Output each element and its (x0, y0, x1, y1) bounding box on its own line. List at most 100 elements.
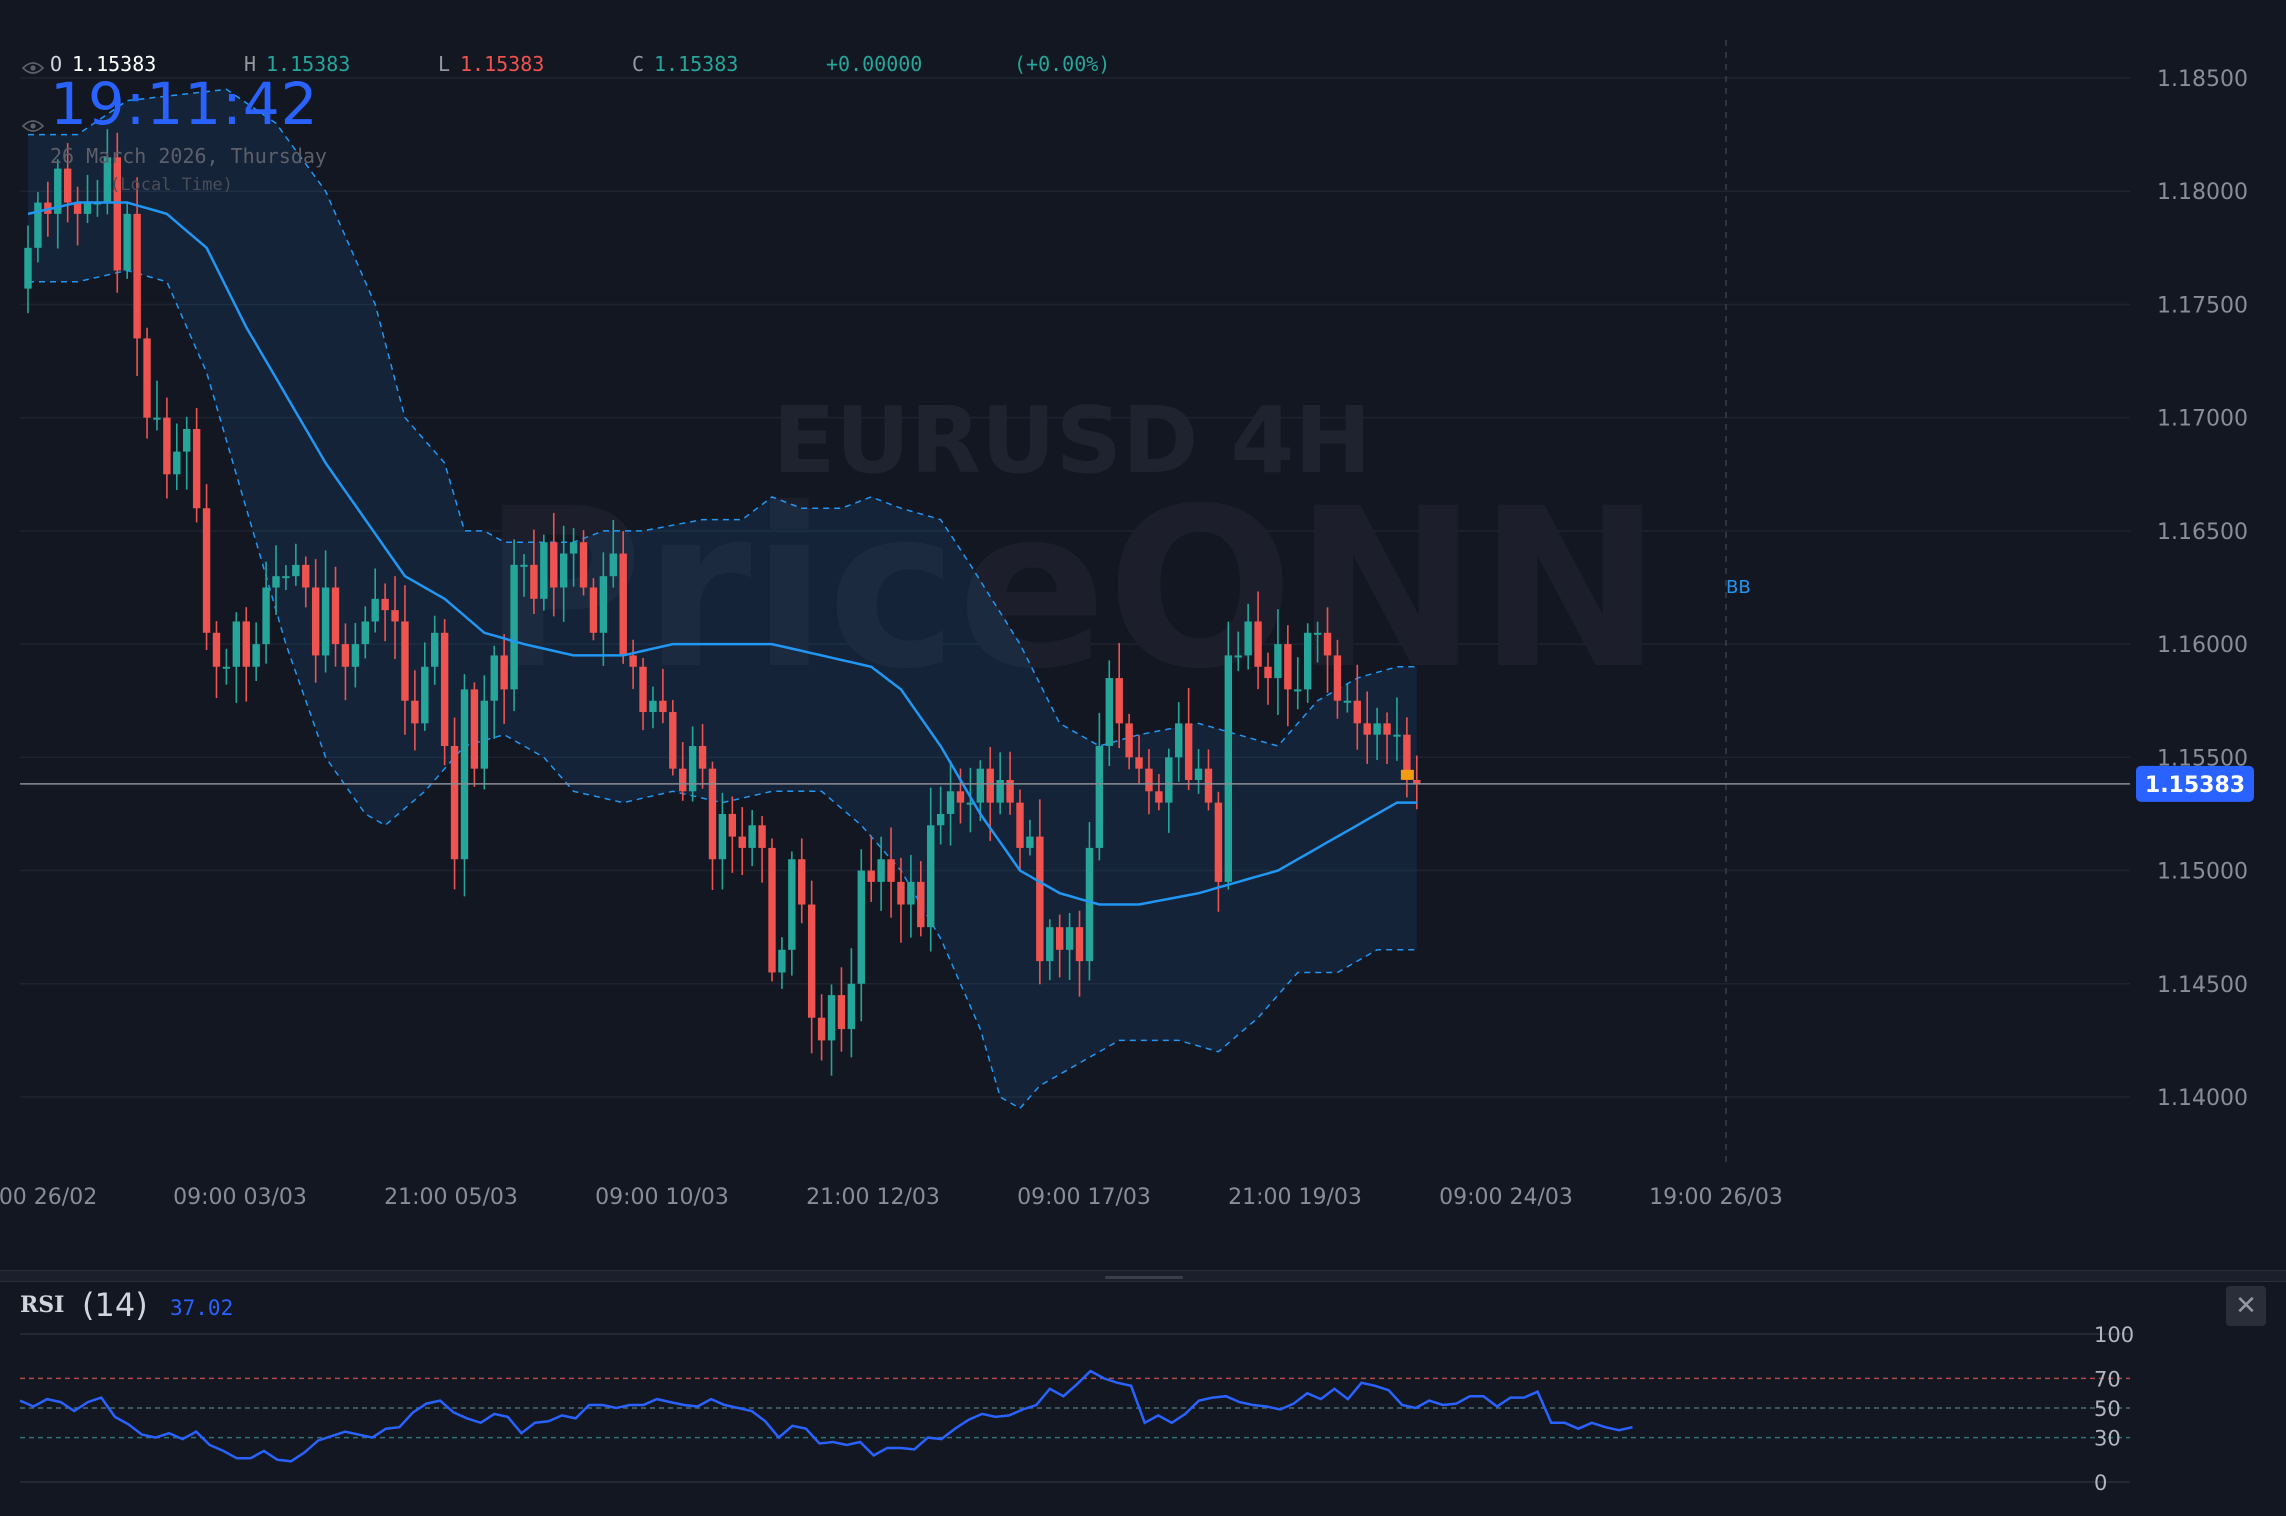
candle (1254, 591, 1262, 690)
candle (520, 554, 528, 597)
candle (1046, 919, 1054, 981)
last-candle-marker (1400, 769, 1414, 780)
time-tick-label: 19:00 26/03 (1649, 1185, 1783, 1210)
candle (827, 984, 836, 1076)
candle (83, 174, 92, 224)
candle (321, 550, 330, 673)
candle (817, 994, 826, 1061)
pane-resize-handle[interactable] (1105, 1276, 1183, 1279)
close-label: C (632, 52, 645, 76)
close-icon[interactable]: ✕ (2226, 1286, 2266, 1326)
candle (113, 132, 121, 293)
price-tick-label: 1.17000 (2157, 407, 2248, 432)
price-chart[interactable]: EURUSD 4H PriceONN 1.14000 1.14500 1.15000… (0, 0, 2286, 1270)
bb-indicator-label[interactable]: BB (1726, 577, 1751, 598)
candle (1294, 657, 1302, 710)
candle (669, 700, 677, 776)
candle (1115, 642, 1123, 749)
candle (589, 578, 598, 641)
rsi-tick-label: 0 (2094, 1471, 2107, 1495)
candle (262, 561, 270, 664)
candle (1214, 791, 1223, 912)
candle (1333, 639, 1342, 719)
candle (1016, 789, 1024, 872)
candle (431, 615, 439, 685)
candle (708, 761, 717, 891)
candle (887, 827, 895, 918)
candle (688, 726, 697, 802)
candle (282, 565, 290, 591)
candle (907, 854, 915, 938)
time-tick-label: 09:00 03/03 (173, 1185, 307, 1210)
candle (24, 225, 32, 314)
candle (847, 948, 856, 1058)
time-axis[interactable]: 00 26/02 09:00 03/03 21:00 05/03 09:00 10/0… (0, 1185, 1783, 1210)
candle (659, 668, 667, 724)
candle (341, 623, 350, 701)
candle (440, 619, 449, 766)
rsi-value: 37.02 (170, 1296, 234, 1320)
price-tick-label: 1.14000 (2157, 1086, 2248, 1111)
price-tick-label: 1.18000 (2157, 180, 2248, 205)
candle (837, 967, 846, 1052)
candle (1284, 625, 1292, 727)
candle (927, 787, 935, 952)
rsi-grid (20, 1333, 2130, 1483)
time-tick-label: 09:00 24/03 (1439, 1185, 1573, 1210)
time-tick-label: 21:00 05/03 (384, 1185, 518, 1210)
candle (371, 568, 379, 633)
candle (500, 634, 508, 724)
price-tick-label: 1.16500 (2157, 520, 2248, 545)
candle (807, 880, 816, 1054)
candle (936, 786, 945, 845)
candle (1343, 683, 1352, 713)
candle (460, 674, 469, 897)
candle (222, 648, 231, 685)
candle (1145, 749, 1153, 815)
open-label: O (50, 52, 63, 76)
candle (1413, 755, 1421, 810)
candle (163, 397, 171, 499)
candle (1155, 774, 1163, 811)
candle (470, 682, 479, 787)
candle (718, 792, 727, 890)
candle (311, 559, 320, 683)
candle (450, 717, 459, 890)
candle (173, 423, 181, 490)
candle (391, 576, 399, 659)
candle (1036, 799, 1044, 985)
change-percent: (+0.00%) (1014, 52, 1111, 76)
candle (917, 861, 925, 937)
price-axis[interactable]: 1.140001.145001.150001.155001.160001.165… (2157, 67, 2248, 1111)
watermark: EURUSD 4H PriceONN (482, 387, 1662, 717)
candle (1373, 707, 1381, 761)
bollinger-lower-line (28, 269, 1417, 1110)
candle (212, 621, 221, 699)
candle (242, 607, 250, 702)
candle (302, 556, 310, 608)
candle (232, 612, 241, 703)
candle (1323, 607, 1332, 693)
watermark-brand: PriceONN (482, 461, 1662, 717)
candle (857, 849, 865, 1022)
candle (1184, 688, 1193, 791)
candle (331, 566, 340, 667)
candle (679, 742, 687, 801)
candle (758, 816, 766, 883)
candle (1194, 749, 1203, 794)
candle (202, 484, 211, 651)
candle (1224, 621, 1233, 890)
rsi-chart[interactable]: 0 30 50 70 100 (0, 1290, 2286, 1516)
candle (867, 835, 875, 902)
rsi-tick-label: 100 (2094, 1323, 2134, 1347)
candle (550, 513, 558, 617)
candle (738, 807, 746, 875)
candle (351, 623, 360, 688)
candle (1026, 819, 1034, 856)
eye-icon[interactable] (22, 119, 44, 133)
high-value: 1.15383 (266, 52, 351, 76)
price-tick-label: 1.15000 (2157, 860, 2248, 885)
candle (877, 836, 885, 911)
eye-icon[interactable] (22, 61, 44, 75)
candle (381, 583, 389, 642)
